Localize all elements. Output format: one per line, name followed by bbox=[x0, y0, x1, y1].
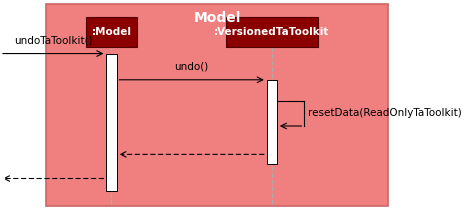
Text: :Model: :Model bbox=[91, 27, 132, 37]
Bar bbox=[106, 54, 117, 191]
Text: resetData(ReadOnlyTaToolkit): resetData(ReadOnlyTaToolkit) bbox=[308, 108, 462, 118]
Text: :VersionedTaToolkit: :VersionedTaToolkit bbox=[214, 27, 329, 37]
Text: undoTaToolkit(): undoTaToolkit() bbox=[14, 35, 93, 45]
Bar bbox=[226, 17, 318, 47]
Bar bbox=[267, 80, 277, 164]
Bar bbox=[86, 17, 137, 47]
Text: undo(): undo() bbox=[175, 61, 209, 71]
Bar bbox=[46, 4, 388, 206]
Text: Model: Model bbox=[194, 10, 241, 25]
